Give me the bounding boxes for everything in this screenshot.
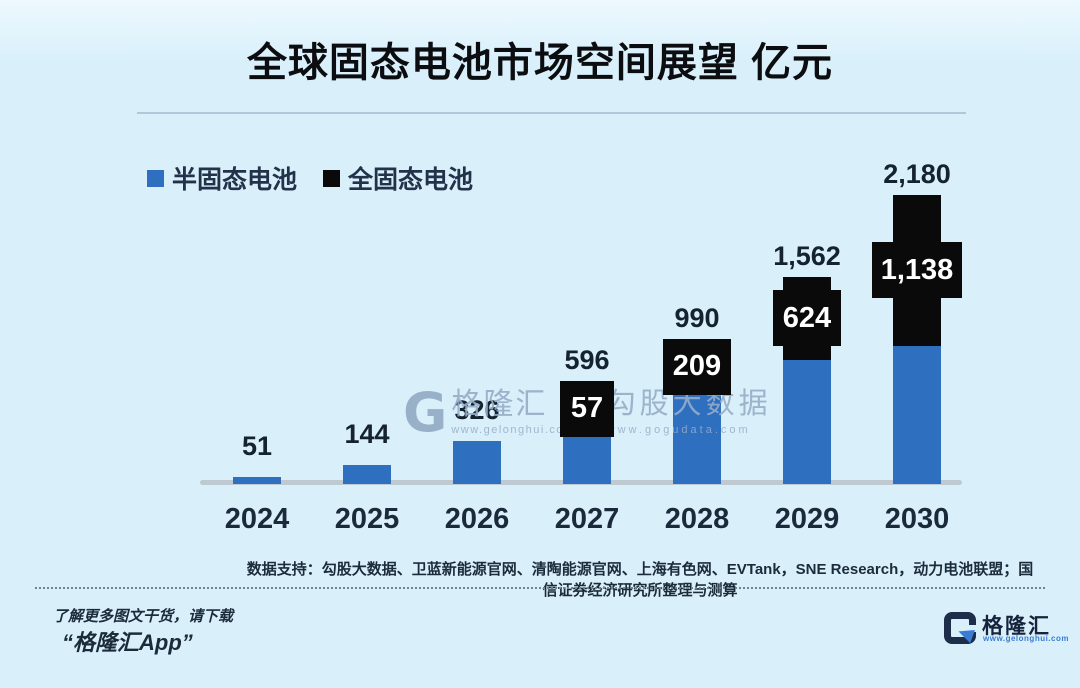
bar-semi-2026 <box>453 440 501 484</box>
gelonghui-g-icon <box>944 612 978 644</box>
x-tick-2026: 2026 <box>444 503 510 535</box>
legend-label: 半固态电池 <box>172 166 298 194</box>
footer-promo-line1: 了解更多图文干货，请下载 <box>53 608 234 625</box>
watermark-brand-text: 格隆汇 <box>451 388 548 421</box>
bar-semi-2024 <box>233 477 281 484</box>
gelonghui-g-watermark-icon: G <box>403 381 448 444</box>
legend-swatch-icon <box>323 169 341 187</box>
bar-semi-2030 <box>893 345 941 484</box>
total-label-2029: 1,562 <box>773 240 841 271</box>
segment-value-label: 209 <box>672 350 722 383</box>
total-label-2025: 144 <box>344 418 390 449</box>
total-label-2026: 326 <box>454 394 500 425</box>
logo-brand-url: www.gelonghui.com <box>983 634 1069 643</box>
bar-chart: 51 2024 144 2025 326 2026 57 596 2027 209 990 2028 6… <box>200 159 962 535</box>
watermark: G 格隆汇 www.gelonghui.com 勾股大数据 www.goguda… <box>403 381 772 444</box>
footer-divider <box>35 587 1045 589</box>
bar-semi-2028 <box>673 380 721 484</box>
segment-value-label: 57 <box>570 392 604 425</box>
footer-promo-line2: “格隆汇App” <box>62 630 193 655</box>
segment-value-box-2028: 209 <box>663 338 731 395</box>
x-tick-2030: 2030 <box>884 503 950 535</box>
gelonghui-logo: 格隆汇 www.gelonghui.com <box>944 610 1068 650</box>
watermark-partner-url: www.gogudata.com <box>606 424 751 436</box>
total-label-2027: 596 <box>564 344 610 375</box>
total-label-2030: 2,180 <box>883 159 951 189</box>
segment-value-box-2030: 1,138 <box>872 242 962 299</box>
x-tick-2029: 2029 <box>774 503 840 535</box>
legend-label: 全固态电池 <box>348 166 474 194</box>
total-label-2028: 990 <box>674 302 720 333</box>
segment-value-box-2027: 57 <box>560 380 614 437</box>
page-title: 全球固态电池市场空间展望 亿元 <box>246 41 834 85</box>
x-tick-2028: 2028 <box>664 503 730 535</box>
segment-value-box-2029: 624 <box>773 290 841 347</box>
title-divider <box>137 112 966 114</box>
legend-item-1: 全固态电池 <box>323 160 473 196</box>
x-tick-2024: 2024 <box>224 503 290 535</box>
chart-legend: 半固态电池 全固态电池 <box>147 164 473 194</box>
segment-value-label: 624 <box>782 301 832 334</box>
bar-semi-2029 <box>783 359 831 484</box>
x-tick-2025: 2025 <box>334 503 400 535</box>
watermark-brand-url: www.gelonghui.com <box>451 424 575 436</box>
total-label-2024: 51 <box>241 431 273 462</box>
segment-value-label: 1,138 <box>880 253 954 286</box>
legend-item-0: 半固态电池 <box>147 160 297 196</box>
x-tick-2027: 2027 <box>554 503 620 535</box>
bar-semi-2025 <box>343 464 391 484</box>
legend-swatch-icon <box>147 169 164 187</box>
data-source-note: 数据支持：勾股大数据、卫蓝新能源官网、清陶能源官网、上海有色网、EVTank，S… <box>246 561 1034 599</box>
logo-brand-name: 格隆汇 <box>982 615 1051 638</box>
